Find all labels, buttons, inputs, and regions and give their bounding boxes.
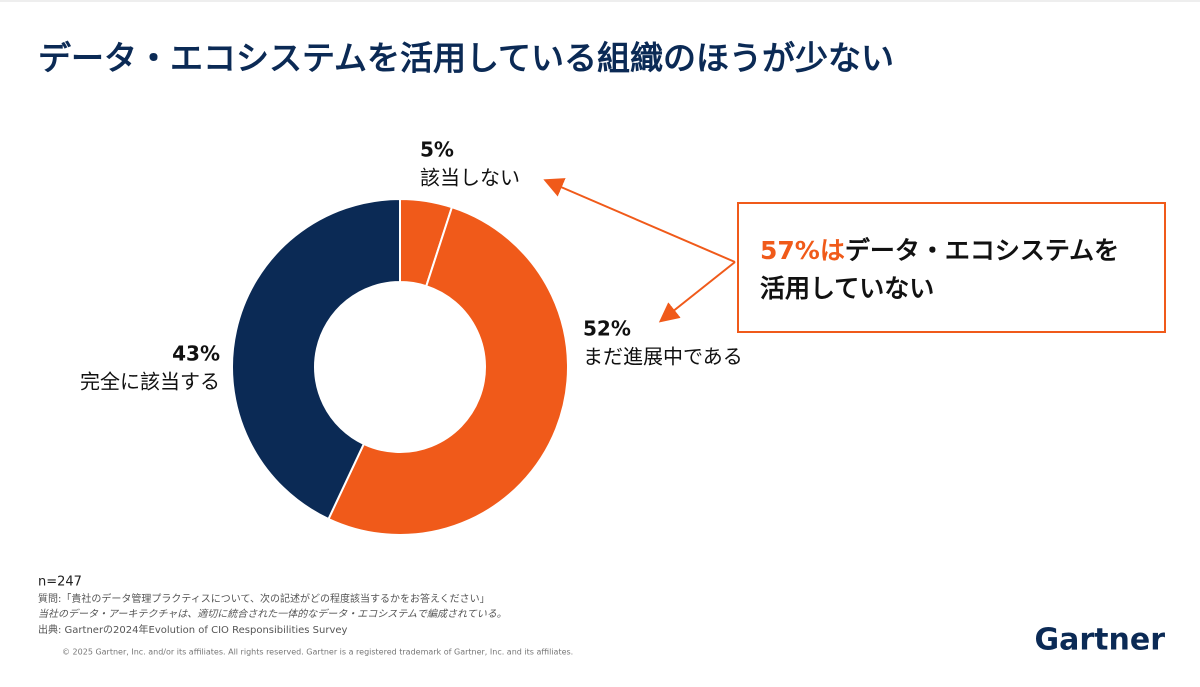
category-label: 完全に該当する: [80, 370, 220, 394]
category-label: 該当しない: [420, 166, 520, 190]
callout-arrow: [543, 178, 736, 263]
sample-size: n=247: [38, 575, 82, 590]
callout-line: 活用していない: [760, 274, 934, 303]
callout-line: 57%はデータ・エコシステムを: [760, 236, 1119, 265]
callout-box: [737, 202, 1166, 333]
donut-slice: [327, 205, 569, 536]
slide-title: データ・エコシステムを活用している組織のほうが少ない: [38, 39, 894, 78]
donut-slice: [231, 197, 401, 521]
logo: Gartner: [1034, 623, 1165, 658]
value-label: 43%: [172, 342, 220, 366]
value-label: 5%: [420, 138, 454, 162]
footnote-source: 出典: Gartnerの2024年Evolution of CIO Respon…: [38, 623, 348, 636]
value-label: 52%: [583, 317, 631, 341]
callout-arrow: [658, 261, 736, 323]
callout-highlight: 57%は: [760, 236, 845, 265]
donut-chart: 5% 該当しない 52% まだ進展中である 43% 完全に該当する: [80, 138, 743, 536]
category-label: まだ進展中である: [583, 345, 743, 369]
footnote-question: 質問:「貴社のデータ管理プラクティスについて、次の記述がどの程度該当するかをお答…: [38, 592, 490, 605]
copyright: © 2025 Gartner, Inc. and/or its affiliat…: [62, 648, 573, 657]
footnote-statement: 当社のデータ・アーキテクチャは、適切に統合された一体的なデータ・エコシステムで編…: [38, 608, 507, 620]
callout-text: データ・エコシステムを: [845, 236, 1119, 265]
